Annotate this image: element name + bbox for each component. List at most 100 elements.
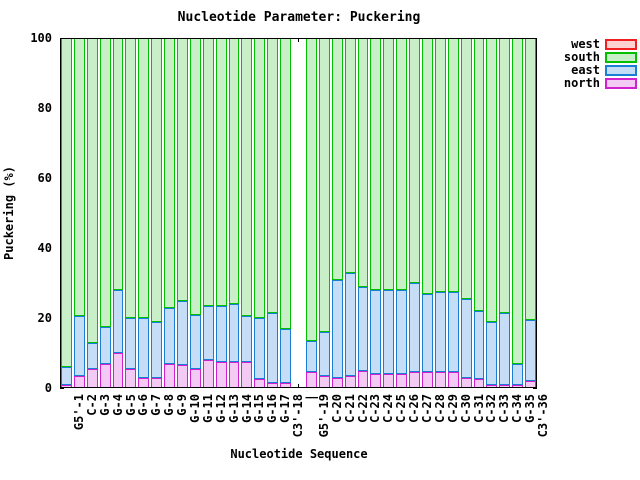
bar-segment-east xyxy=(125,318,137,369)
bar-segment-east xyxy=(138,318,150,378)
stacked-bar xyxy=(434,38,446,388)
bar-segment-east xyxy=(357,286,369,371)
legend-swatch-north xyxy=(605,78,637,89)
bar-segment-north xyxy=(460,377,472,388)
bar-segment-south xyxy=(241,38,253,317)
bar-segment-east xyxy=(409,283,420,373)
stacked-bar xyxy=(331,38,343,388)
stacked-bar xyxy=(254,38,266,388)
x-tick-label: C3'-18 xyxy=(291,394,306,438)
bar-segment-south xyxy=(112,38,124,290)
legend-label: east xyxy=(571,63,600,77)
legend-label: south xyxy=(563,50,600,64)
stacked-bar xyxy=(370,38,382,388)
bar-segment-south xyxy=(215,38,227,306)
stacked-bar xyxy=(177,38,188,388)
stacked-bar xyxy=(138,38,150,388)
bar-segment-east xyxy=(177,300,188,366)
stacked-bar xyxy=(396,38,408,388)
bar-segment-north xyxy=(138,377,150,388)
stacked-bar xyxy=(447,38,459,388)
stacked-bar xyxy=(164,38,176,388)
bar-segment-north xyxy=(112,353,124,388)
x-tick-label: C-30 xyxy=(458,394,473,423)
bar-segment-south xyxy=(318,38,330,332)
y-tick-label: 60 xyxy=(37,171,52,185)
bar-segment-south xyxy=(473,38,485,311)
bar-segment-east xyxy=(447,291,459,373)
stacked-bar xyxy=(525,38,536,388)
x-tick-label: G5'-1 xyxy=(71,394,86,431)
bar-segment-east xyxy=(241,316,253,362)
bar-segment-east xyxy=(73,316,85,376)
y-tick-label: 100 xyxy=(30,31,52,45)
stacked-bar xyxy=(86,38,98,388)
legend-row: west xyxy=(552,38,637,51)
bar-segment-east xyxy=(189,314,201,369)
bar-segment-south xyxy=(421,38,433,294)
stacked-bar xyxy=(499,38,511,388)
bar-segment-north xyxy=(473,379,485,388)
bar-segment-east xyxy=(421,293,433,373)
bar-segment-east xyxy=(151,321,163,378)
stacked-bar xyxy=(305,38,317,388)
x-tick-label: C3'-36 xyxy=(536,394,551,438)
bar-segment-south xyxy=(409,38,420,283)
stacked-bar xyxy=(383,38,395,388)
stacked-bar xyxy=(421,38,433,388)
bar-segment-north xyxy=(73,375,85,388)
bar-segment-south xyxy=(434,38,446,292)
x-tick-mark xyxy=(298,384,299,388)
x-tick-mark xyxy=(298,38,299,42)
bar-segment-east xyxy=(396,290,408,374)
bar-segment-east xyxy=(486,321,498,385)
bar-segment-south xyxy=(512,38,524,364)
x-tick-label: G-4 xyxy=(110,394,125,416)
stacked-bar xyxy=(486,38,498,388)
bar-segment-east xyxy=(331,279,343,378)
legend-row: east xyxy=(552,64,637,77)
x-tick-label: C-2 xyxy=(84,394,99,416)
bar-segment-east xyxy=(525,319,536,381)
bar-segment-south xyxy=(138,38,150,318)
stacked-bar xyxy=(215,38,227,388)
bar-segment-east xyxy=(499,312,511,385)
legend-label: west xyxy=(571,37,600,51)
bar-segment-south xyxy=(305,38,317,341)
legend-label: north xyxy=(563,76,600,90)
stacked-bar xyxy=(189,38,201,388)
bar-segment-north xyxy=(396,374,408,388)
bar-segment-north xyxy=(241,361,253,388)
bar-segment-east xyxy=(86,342,98,369)
stacked-bar xyxy=(112,38,124,388)
y-axis-title: Puckering (%) xyxy=(2,166,16,260)
bar-segment-north xyxy=(318,375,330,388)
stacked-bar xyxy=(512,38,524,388)
bar-segment-south xyxy=(383,38,395,290)
bar-segment-south xyxy=(228,38,240,304)
bar-segment-east xyxy=(280,328,292,383)
bar-segment-south xyxy=(86,38,98,343)
y-tick-mark xyxy=(60,387,64,389)
bar-segment-east xyxy=(460,298,472,378)
x-tick-label: C-21 xyxy=(342,394,357,423)
stacked-bar xyxy=(280,38,292,388)
bar-segment-north xyxy=(499,384,511,388)
bar-segment-north xyxy=(512,384,524,388)
bar-segment-east xyxy=(267,312,279,383)
bar-segment-south xyxy=(447,38,459,292)
bar-segment-east xyxy=(202,305,214,360)
bar-segment-south xyxy=(499,38,511,313)
bar-segment-south xyxy=(525,38,536,320)
stacked-bar xyxy=(99,38,111,388)
x-tick-label: G5'-19 xyxy=(316,394,331,438)
bar-segment-north xyxy=(151,377,163,388)
stacked-bar xyxy=(125,38,137,388)
x-tick-label: G-11 xyxy=(200,394,215,423)
x-tick-label: C-20 xyxy=(329,394,344,423)
bar-segment-east xyxy=(434,291,446,373)
y-tick-mark xyxy=(533,387,537,389)
bar-segment-east xyxy=(61,367,72,385)
stacked-bar xyxy=(202,38,214,388)
stacked-bar xyxy=(473,38,485,388)
